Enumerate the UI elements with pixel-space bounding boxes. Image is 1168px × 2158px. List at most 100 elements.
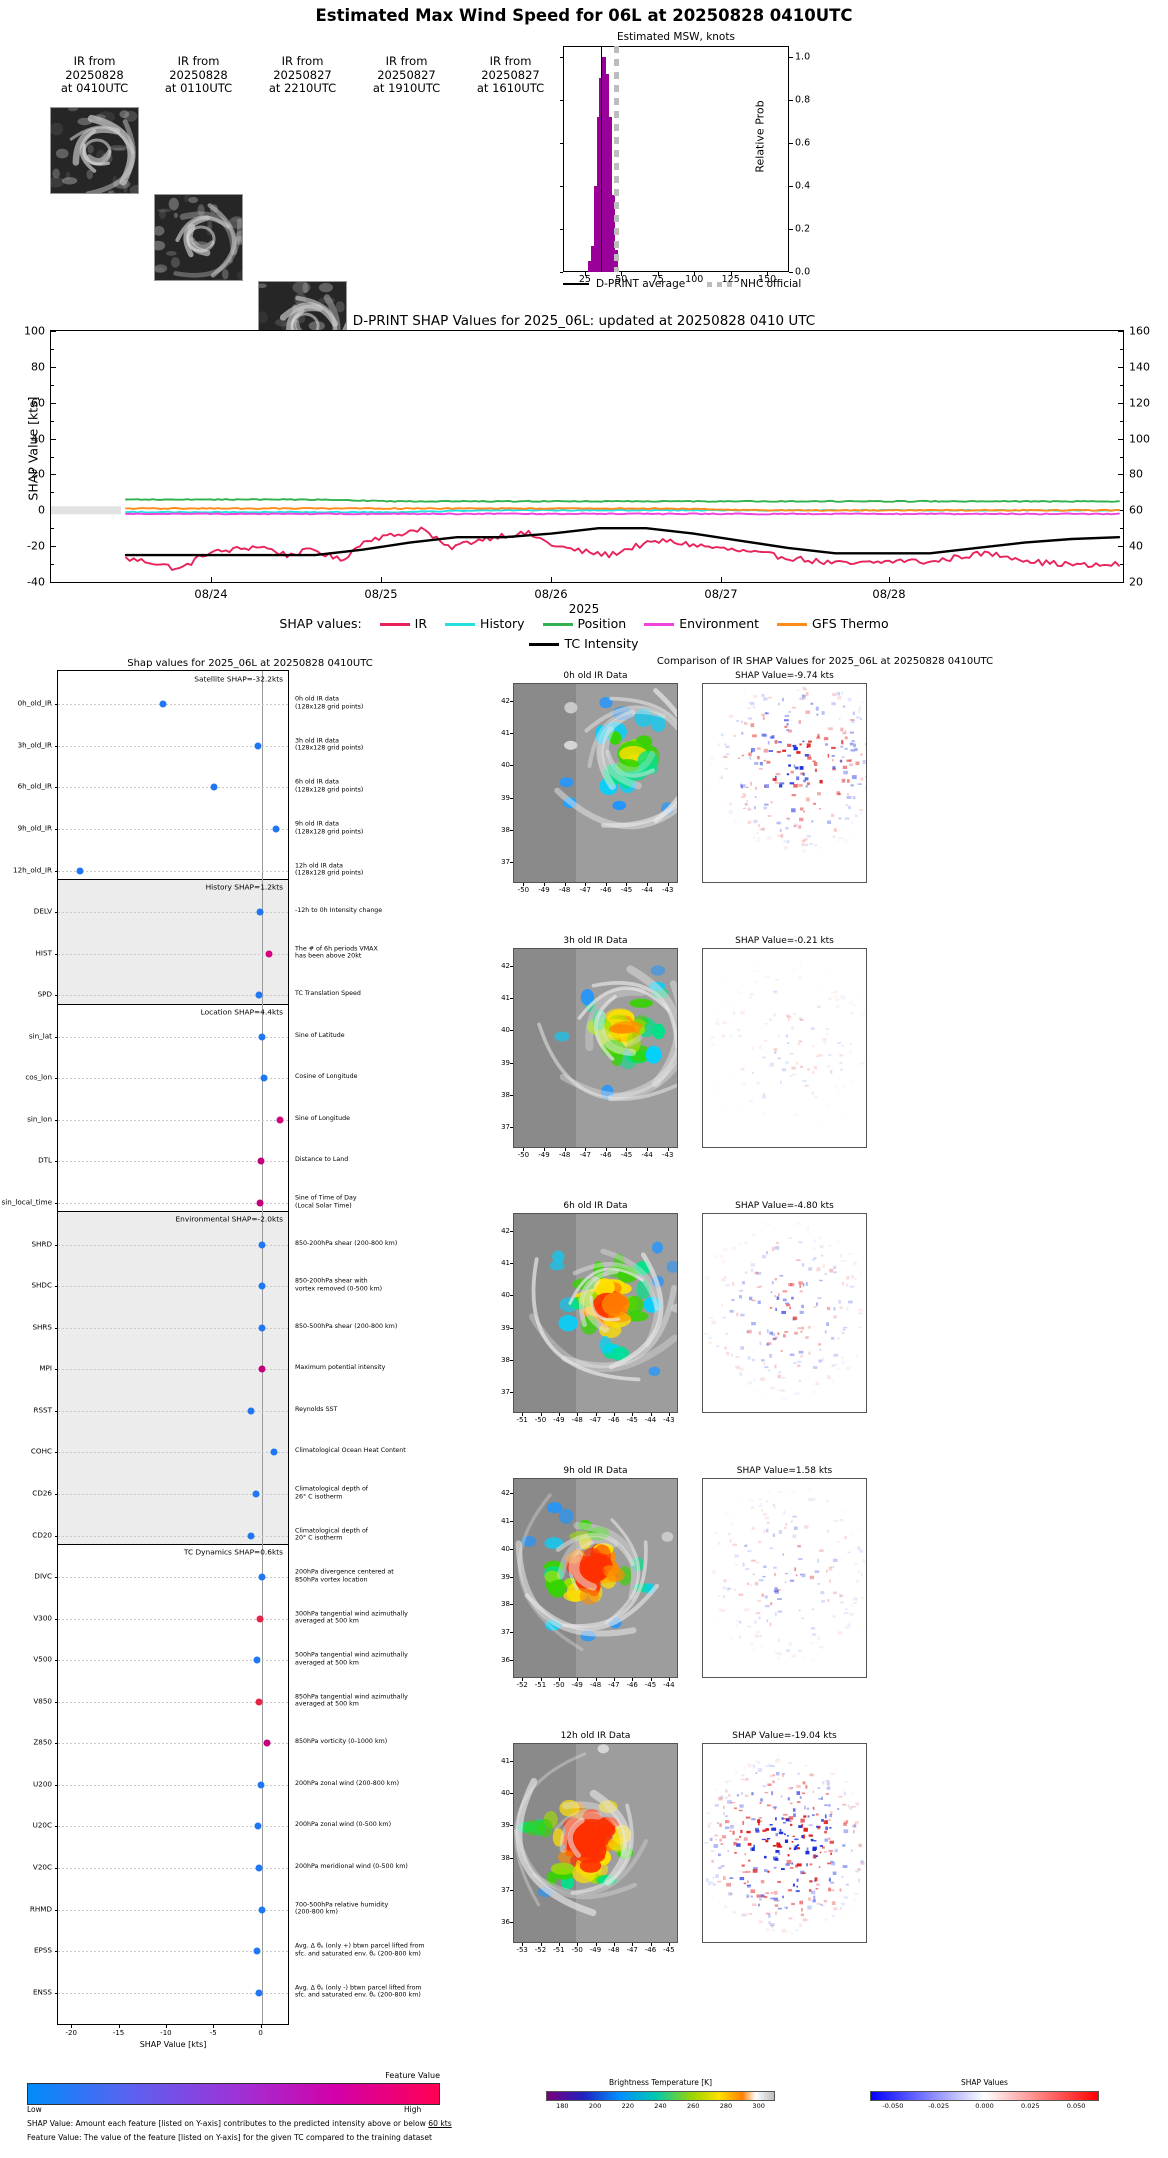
timeseries-legend-label: TC Intensity bbox=[564, 636, 639, 651]
timeseries-right-tick: 120 bbox=[1129, 396, 1150, 410]
shap-x-tick: -5 bbox=[209, 2029, 217, 2037]
timeseries-right-tick: 140 bbox=[1129, 360, 1150, 374]
shap-dot bbox=[255, 1698, 263, 1706]
shap-feature-label: Z850 bbox=[33, 1737, 52, 1747]
timeseries-title: D-PRINT SHAP Values for 2025_06L: update… bbox=[352, 313, 816, 329]
ir-map-y-tick: 38 bbox=[501, 825, 510, 834]
shap-x-tick: 0 bbox=[258, 2029, 263, 2037]
brightness-temperature-tick: 240 bbox=[654, 2102, 667, 2110]
shap-feature-description: Sine of Longitude bbox=[295, 1115, 351, 1123]
timeseries-legend-item: History bbox=[445, 616, 525, 631]
ir-map-x-tick: -50 bbox=[517, 886, 530, 894]
shap-dot bbox=[253, 1656, 261, 1664]
msw-histogram: 25 50 75 100 125 150 0.0 0.2 0.4 0.6 0.8 1.0 bbox=[560, 46, 810, 285]
ir-map-x-tick: -46 bbox=[608, 1416, 620, 1424]
ir-map-y-tick: 41 bbox=[501, 1259, 510, 1267]
shap-feature-description: 300hPa tangential wind azimuthally avera… bbox=[295, 1610, 408, 1625]
shap-dot bbox=[258, 1573, 266, 1581]
shap-dot bbox=[252, 1490, 260, 1498]
ir-map-x-tick: -52 bbox=[534, 1946, 547, 1954]
ir-map-x-tick: -49 bbox=[538, 1151, 550, 1159]
histogram-y-tick: 1.0 bbox=[795, 51, 811, 63]
timeseries-right-tick: 60 bbox=[1129, 503, 1143, 517]
shap-feature-label: U200 bbox=[33, 1779, 52, 1789]
shap-dot bbox=[257, 1157, 265, 1165]
ir-map-x-tick: -43 bbox=[661, 1151, 674, 1159]
timeseries-left-tick: 80 bbox=[31, 360, 45, 374]
histogram-title: Estimated MSW, knots bbox=[617, 31, 735, 43]
ir-map-y-tick: 36 bbox=[501, 1655, 510, 1664]
brightness-temperature-tick: 180 bbox=[556, 2102, 569, 2110]
timeseries-legend-label: IR bbox=[414, 616, 428, 631]
ir-thumbnail-image bbox=[50, 107, 139, 194]
timeseries-left-tick: 20 bbox=[31, 467, 45, 481]
shap-feature-description: 500hPa tangential wind azimuthally avera… bbox=[295, 1651, 408, 1667]
shap-value-map bbox=[702, 948, 867, 1148]
histogram-bar bbox=[605, 73, 609, 272]
ir-map-x-tick: -51 bbox=[553, 1946, 565, 1954]
shap-feature-description: 850hPa vorticity (0-1000 km) bbox=[295, 1738, 388, 1746]
shap-dot bbox=[276, 1116, 284, 1124]
shap-feature-description: Climatological depth of 20° C isotherm bbox=[295, 1526, 369, 1542]
shap-feature-description: 3h old IR data (128x128 grid points) bbox=[295, 737, 364, 752]
shap-map-title: SHAP Value=-19.04 kts bbox=[732, 1731, 837, 1741]
timeseries-series-position bbox=[125, 498, 1120, 503]
ir-map-title: 9h old IR Data bbox=[563, 1466, 628, 1476]
shap-feature-description: Avg. Δ θₑ (only -) btwn parcel lifted fr… bbox=[295, 1984, 422, 1999]
shap-map-title: SHAP Value=-9.74 kts bbox=[735, 671, 834, 681]
ir-map-x-tick: -49 bbox=[571, 1681, 583, 1689]
timeseries-left-tick: 0 bbox=[38, 503, 45, 517]
shap-values-tick: 0.000 bbox=[975, 2102, 994, 2110]
ir-map-x-tick: -46 bbox=[600, 886, 612, 894]
ir-map-x-tick: -49 bbox=[553, 1416, 565, 1424]
histogram-legend-label: D-PRINT average bbox=[596, 278, 686, 290]
timeseries-series-tc-intensity bbox=[124, 527, 1121, 557]
footnote-shap-value: SHAP Value: Amount each feature [listed … bbox=[27, 2119, 452, 2128]
timeseries-left-tick: 60 bbox=[31, 396, 45, 410]
histogram-bar bbox=[593, 185, 598, 272]
ir-map-x-tick: -44 bbox=[644, 1416, 657, 1424]
line-swatch-icon bbox=[529, 643, 560, 646]
ir-map-x-tick: -49 bbox=[538, 886, 550, 894]
shap-values-tick: -0.050 bbox=[882, 2102, 904, 2110]
brightness-temperature-colorbar bbox=[546, 2091, 775, 2101]
ir-map-y-tick: 41 bbox=[501, 1756, 510, 1765]
ir-map-x-tick: -50 bbox=[571, 1946, 583, 1954]
timeseries-left-axis-label: SHAP Value [kts] bbox=[25, 396, 41, 501]
shap-dot bbox=[256, 908, 264, 916]
ir-map-y-tick: 42 bbox=[501, 696, 510, 705]
ir-map-x-tick: -50 bbox=[517, 1151, 530, 1159]
shap-feature-label: U20C bbox=[32, 1820, 52, 1830]
shap-feature-description: Distance to Land bbox=[295, 1156, 349, 1164]
ir-data-map bbox=[513, 1213, 678, 1413]
ir-data-map bbox=[513, 1743, 678, 1943]
shap-group-label: History SHAP=1.2kts bbox=[205, 882, 283, 892]
timeseries-legend-item: IR bbox=[379, 616, 428, 631]
shap-group-label: Satellite SHAP=-32.2kts bbox=[194, 674, 283, 684]
shap-feature-label: DELV bbox=[33, 906, 52, 916]
feature-value-high-label: High bbox=[404, 2105, 422, 2114]
line-swatch-icon bbox=[379, 623, 410, 626]
shap-feature-label: SHRS bbox=[32, 1322, 52, 1332]
ir-map-x-tick: -48 bbox=[558, 1151, 571, 1159]
shap-dotplot bbox=[55, 670, 289, 2025]
ir-map-x-tick: -44 bbox=[663, 1681, 675, 1689]
timeseries-right-tick: 20 bbox=[1129, 575, 1143, 589]
shap-dot bbox=[255, 1989, 263, 1997]
histogram-x-tick: 50 bbox=[615, 274, 628, 285]
shap-group-band bbox=[58, 878, 288, 1004]
page-title: Estimated Max Wind Speed for 06L at 2025… bbox=[315, 6, 853, 25]
shap-feature-label: V20C bbox=[32, 1862, 52, 1872]
ir-thumbnail-label: IR from 20250827 at 1610UTC bbox=[476, 54, 545, 95]
shap-dot bbox=[258, 1906, 266, 1914]
ir-map-title: 0h old IR Data bbox=[563, 671, 628, 681]
shap-feature-description: Reynolds SST bbox=[295, 1406, 338, 1414]
dprint-average-line bbox=[600, 46, 603, 272]
shap-feature-label: 9h_old_IR bbox=[17, 823, 52, 833]
shap-group-label: Environmental SHAP=-2.0kts bbox=[175, 1214, 283, 1224]
histogram-bar bbox=[590, 246, 595, 272]
ir-map-y-tick: 41 bbox=[501, 729, 510, 737]
ir-map-y-tick: 39 bbox=[501, 1323, 510, 1332]
ir-map-x-tick: -50 bbox=[534, 1416, 547, 1424]
shap-feature-label: sin_lon bbox=[27, 1114, 52, 1124]
